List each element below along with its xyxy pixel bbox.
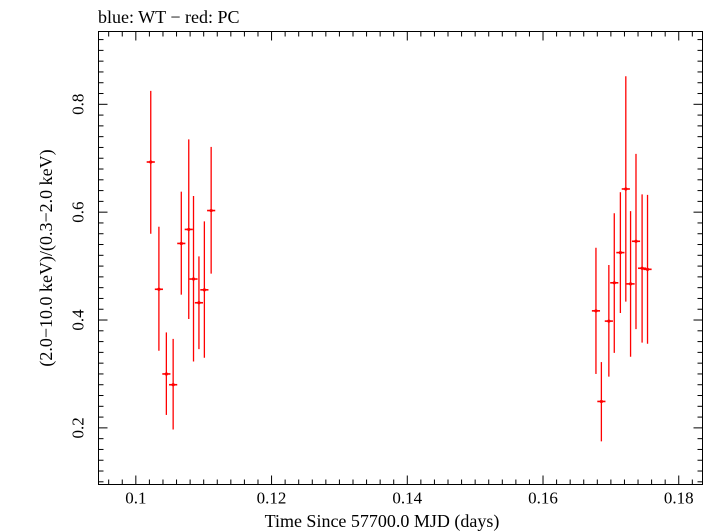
y-axis: 0.2 0.4 0.6 0.8	[69, 39, 703, 483]
point-marker	[164, 372, 168, 376]
point-marker	[612, 281, 616, 285]
data-point	[610, 213, 619, 353]
point-marker	[645, 267, 650, 271]
x-tick-label: 0.18	[664, 489, 694, 508]
point-marker	[599, 399, 603, 404]
data-point	[597, 362, 606, 442]
data-point	[604, 265, 613, 377]
point-marker	[624, 187, 628, 191]
data-point	[643, 194, 652, 344]
point-marker	[209, 208, 213, 213]
point-marker	[179, 241, 183, 246]
plot-frame	[98, 31, 703, 485]
x-tick-label: 0.12	[257, 489, 287, 508]
point-marker	[607, 319, 611, 323]
x-axis: 0.1 0.12 0.14 0.16 0.18	[108, 31, 694, 508]
data-point	[638, 194, 647, 343]
data-series-pc	[146, 76, 652, 442]
data-point	[146, 90, 155, 234]
data-point	[162, 332, 171, 415]
data-point	[616, 192, 625, 314]
point-marker	[202, 288, 206, 292]
x-tick-label: 0.14	[392, 489, 422, 508]
y-tick-label: 0.4	[69, 309, 88, 331]
point-marker	[197, 301, 201, 305]
point-marker	[594, 309, 598, 313]
data-point	[591, 247, 601, 374]
y-tick-label: 0.8	[69, 94, 88, 115]
point-marker	[618, 251, 622, 255]
data-point	[194, 256, 204, 350]
data-point	[189, 195, 198, 362]
x-tick-label: 0.16	[528, 489, 558, 508]
point-marker	[191, 277, 196, 281]
data-point	[631, 153, 641, 330]
point-marker	[187, 227, 191, 232]
point-marker	[634, 239, 638, 243]
x-tick-label: 0.1	[125, 489, 146, 508]
data-point	[154, 226, 163, 351]
data-point	[169, 338, 178, 430]
point-marker	[628, 282, 633, 286]
point-marker	[171, 383, 175, 387]
data-point	[184, 139, 193, 319]
y-tick-label: 0.2	[69, 417, 88, 438]
y-tick-label: 0.6	[69, 202, 88, 223]
point-marker	[640, 266, 644, 270]
data-point	[200, 221, 209, 358]
chart-title: blue: WT − red: PC	[98, 7, 239, 27]
data-point	[207, 146, 216, 274]
y-axis-label: (2.0−10.0 keV)/(0.3−2.0 keV)	[36, 149, 57, 366]
data-point	[621, 76, 630, 302]
data-point	[626, 211, 635, 357]
point-marker	[157, 287, 161, 291]
data-point	[177, 191, 186, 295]
x-axis-label: Time Since 57700.0 MJD (days)	[265, 511, 500, 532]
point-marker	[149, 160, 153, 164]
